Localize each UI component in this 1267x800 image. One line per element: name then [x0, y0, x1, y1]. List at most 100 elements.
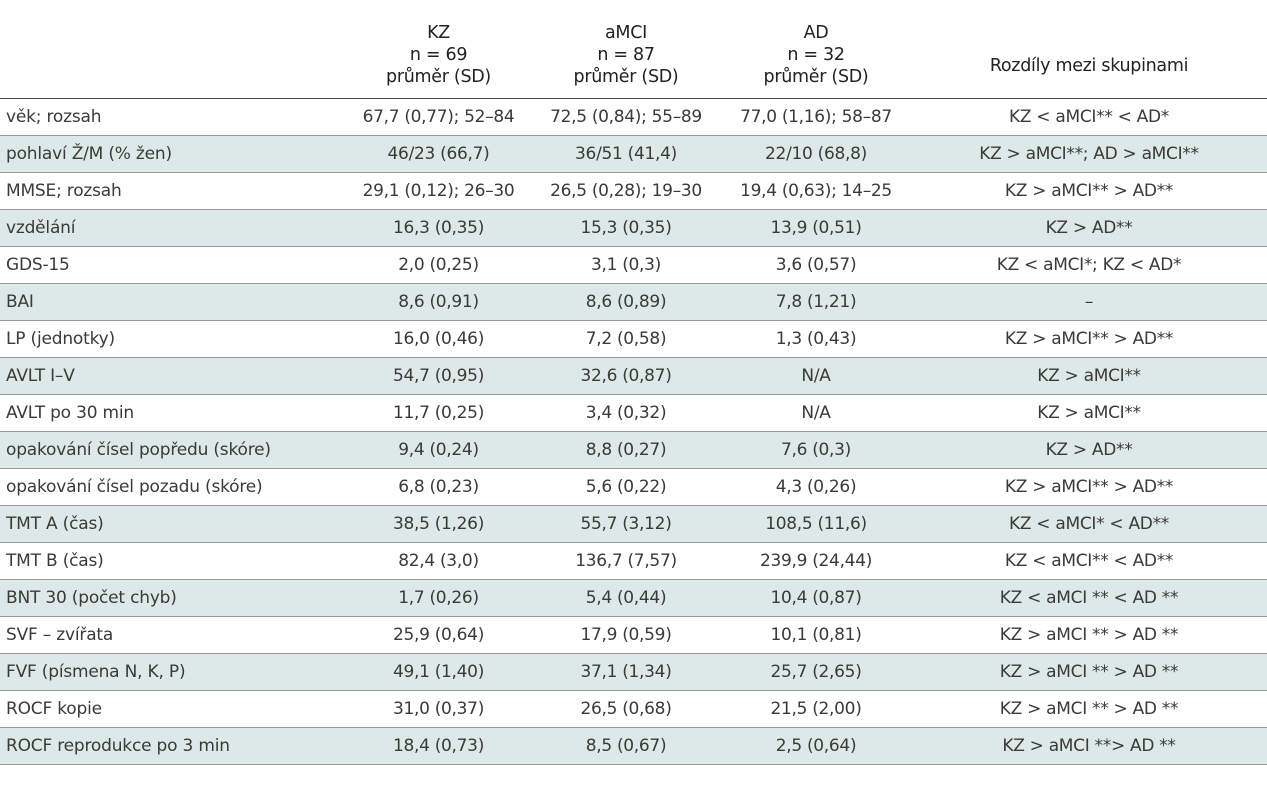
difference-cell: KZ > AD**	[911, 431, 1267, 469]
header-ad-stat: průměr (SD)	[763, 67, 869, 87]
difference-cell: KZ > aMCI** > AD**	[911, 320, 1267, 358]
header-differences: Rozdíly mezi skupinami	[911, 0, 1267, 99]
ad-value-cell: 21,5 (2,00)	[721, 690, 911, 728]
amci-value-cell: 15,3 (0,35)	[531, 209, 721, 247]
difference-cell: KZ > aMCI** > AD**	[911, 172, 1267, 210]
results-table: KZ n = 69 průměr (SD) aMCI n = 87 průměr…	[0, 0, 1267, 765]
ad-value-cell: 1,3 (0,43)	[721, 320, 911, 358]
ad-value-cell: N/A	[721, 394, 911, 432]
row-label-cell: opakování čísel popředu (skóre)	[0, 431, 346, 469]
kz-value-cell: 82,4 (3,0)	[346, 542, 531, 580]
table-row: BAI 8,6 (0,91) 8,6 (0,89) 7,8 (1,21) –	[0, 283, 1267, 321]
amci-value-cell: 26,5 (0,28); 19–30	[531, 172, 721, 210]
ad-value-cell: 3,6 (0,57)	[721, 246, 911, 284]
table-row: ROCF kopie 31,0 (0,37) 26,5 (0,68) 21,5 (2,…	[0, 690, 1267, 728]
row-label-cell: FVF (písmena N, K, P)	[0, 653, 346, 691]
difference-cell: KZ > aMCI**; AD > aMCI**	[911, 135, 1267, 173]
kz-value-cell: 49,1 (1,40)	[346, 653, 531, 691]
kz-value-cell: 9,4 (0,24)	[346, 431, 531, 469]
difference-cell: KZ > aMCI** > AD**	[911, 468, 1267, 506]
ad-value-cell: 7,6 (0,3)	[721, 431, 911, 469]
amci-value-cell: 37,1 (1,34)	[531, 653, 721, 691]
kz-value-cell: 2,0 (0,25)	[346, 246, 531, 284]
header-amci-group: aMCI	[604, 23, 647, 43]
difference-cell: –	[911, 283, 1267, 321]
ad-value-cell: 13,9 (0,51)	[721, 209, 911, 247]
kz-value-cell: 1,7 (0,26)	[346, 579, 531, 617]
kz-value-cell: 25,9 (0,64)	[346, 616, 531, 654]
difference-cell: KZ < aMCI* < AD**	[911, 505, 1267, 543]
amci-value-cell: 8,6 (0,89)	[531, 283, 721, 321]
table-row: opakování čísel pozadu (skóre) 6,8 (0,23)…	[0, 468, 1267, 506]
ad-value-cell: 239,9 (24,44)	[721, 542, 911, 580]
row-label-cell: vzdělání	[0, 209, 346, 247]
difference-cell: KZ > aMCI ** > AD **	[911, 690, 1267, 728]
header-ad-group: AD	[803, 23, 829, 43]
row-label-cell: BNT 30 (počet chyb)	[0, 579, 346, 617]
amci-value-cell: 55,7 (3,12)	[531, 505, 721, 543]
kz-value-cell: 38,5 (1,26)	[346, 505, 531, 543]
header-ad-n: n = 32	[787, 45, 845, 65]
kz-value-cell: 18,4 (0,73)	[346, 727, 531, 765]
kz-value-cell: 8,6 (0,91)	[346, 283, 531, 321]
table-body: věk; rozsah 67,7 (0,77); 52–84 72,5 (0,84)…	[0, 98, 1267, 765]
ad-value-cell: 22/10 (68,8)	[721, 135, 911, 173]
table-row: TMT A (čas) 38,5 (1,26) 55,7 (3,12) 108,5 (…	[0, 505, 1267, 543]
table-row: pohlaví Ž/M (% žen) 46/23 (66,7) 36/51 (41…	[0, 135, 1267, 173]
row-label-cell: pohlaví Ž/M (% žen)	[0, 135, 346, 173]
kz-value-cell: 54,7 (0,95)	[346, 357, 531, 395]
table-row: LP (jednotky) 16,0 (0,46) 7,2 (0,58) 1,3 (0…	[0, 320, 1267, 358]
amci-value-cell: 8,5 (0,67)	[531, 727, 721, 765]
difference-cell: KZ > aMCI**	[911, 357, 1267, 395]
header-differences-label: Rozdíly mezi skupinami	[989, 56, 1189, 76]
header-empty-cell	[0, 0, 346, 99]
kz-value-cell: 6,8 (0,23)	[346, 468, 531, 506]
row-label-cell: BAI	[0, 283, 346, 321]
table-row: TMT B (čas) 82,4 (3,0) 136,7 (7,57) 239,9 (…	[0, 542, 1267, 580]
difference-cell: KZ > aMCI ** > AD **	[911, 653, 1267, 691]
amci-value-cell: 32,6 (0,87)	[531, 357, 721, 395]
ad-value-cell: 108,5 (11,6)	[721, 505, 911, 543]
row-label-cell: opakování čísel pozadu (skóre)	[0, 468, 346, 506]
amci-value-cell: 8,8 (0,27)	[531, 431, 721, 469]
ad-value-cell: 19,4 (0,63); 14–25	[721, 172, 911, 210]
difference-cell: KZ < aMCI*; KZ < AD*	[911, 246, 1267, 284]
header-amci: aMCI n = 87 průměr (SD)	[531, 0, 721, 99]
row-label-cell: LP (jednotky)	[0, 320, 346, 358]
header-amci-stat: průměr (SD)	[573, 67, 679, 87]
amci-value-cell: 72,5 (0,84); 55–89	[531, 98, 721, 136]
kz-value-cell: 46/23 (66,7)	[346, 135, 531, 173]
table-row: AVLT I–V 54,7 (0,95) 32,6 (0,87) N/A KZ > aM…	[0, 357, 1267, 395]
table-row: FVF (písmena N, K, P) 49,1 (1,40) 37,1 (1,…	[0, 653, 1267, 691]
ad-value-cell: 2,5 (0,64)	[721, 727, 911, 765]
table-row: GDS-15 2,0 (0,25) 3,1 (0,3) 3,6 (0,57) KZ < …	[0, 246, 1267, 284]
row-label-cell: TMT A (čas)	[0, 505, 346, 543]
amci-value-cell: 36/51 (41,4)	[531, 135, 721, 173]
difference-cell: KZ > aMCI ** > AD **	[911, 616, 1267, 654]
table-row: SVF – zvířata 25,9 (0,64) 17,9 (0,59) 10,1 …	[0, 616, 1267, 654]
difference-cell: KZ < aMCI** < AD*	[911, 98, 1267, 136]
row-label-cell: AVLT I–V	[0, 357, 346, 395]
kz-value-cell: 29,1 (0,12); 26–30	[346, 172, 531, 210]
table-row: věk; rozsah 67,7 (0,77); 52–84 72,5 (0,84)…	[0, 98, 1267, 136]
ad-value-cell: 10,1 (0,81)	[721, 616, 911, 654]
table-row: ROCF reprodukce po 3 min 18,4 (0,73) 8,5 (…	[0, 727, 1267, 765]
table-row: opakování čísel popředu (skóre) 9,4 (0,24…	[0, 431, 1267, 469]
amci-value-cell: 3,1 (0,3)	[531, 246, 721, 284]
ad-value-cell: 10,4 (0,87)	[721, 579, 911, 617]
ad-value-cell: 25,7 (2,65)	[721, 653, 911, 691]
header-row: KZ n = 69 průměr (SD) aMCI n = 87 průměr…	[0, 0, 1267, 99]
row-label-cell: AVLT po 30 min	[0, 394, 346, 432]
row-label-cell: věk; rozsah	[0, 98, 346, 136]
kz-value-cell: 31,0 (0,37)	[346, 690, 531, 728]
amci-value-cell: 3,4 (0,32)	[531, 394, 721, 432]
kz-value-cell: 67,7 (0,77); 52–84	[346, 98, 531, 136]
amci-value-cell: 17,9 (0,59)	[531, 616, 721, 654]
header-kz: KZ n = 69 průměr (SD)	[346, 0, 531, 99]
table-row: MMSE; rozsah 29,1 (0,12); 26–30 26,5 (0,28…	[0, 172, 1267, 210]
header-amci-n: n = 87	[597, 45, 655, 65]
table-row: AVLT po 30 min 11,7 (0,25) 3,4 (0,32) N/A KZ…	[0, 394, 1267, 432]
row-label-cell: MMSE; rozsah	[0, 172, 346, 210]
row-label-cell: ROCF reprodukce po 3 min	[0, 727, 346, 765]
header-kz-group: KZ	[427, 23, 450, 43]
